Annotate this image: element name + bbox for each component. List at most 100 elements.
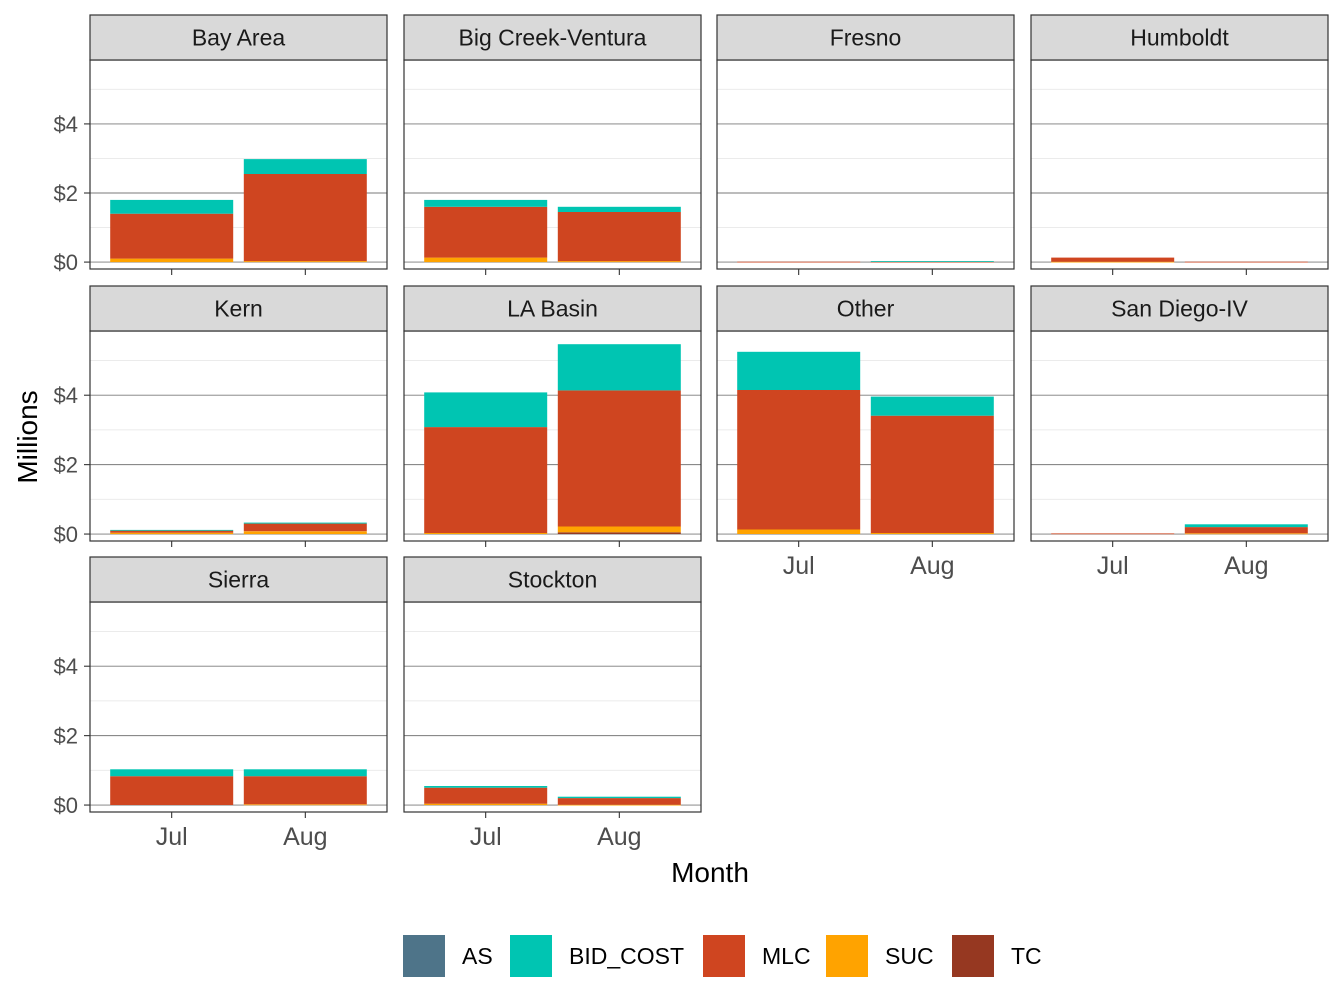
panel-other-bar-jul-mlc [737, 390, 861, 530]
panel-fresno-strip [716, 14, 1015, 61]
panel-stockton-bar-aug-mlc [557, 798, 681, 805]
panel-stockton-bar-aug-suc [557, 804, 681, 806]
panel-big-creek-ventura-strip-label: Big Creek-Ventura [459, 25, 647, 51]
panel-other: Other Jul Aug [716, 285, 1015, 580]
legend-key-mlc [703, 935, 745, 977]
panel-sierra-bar-aug-mlc [243, 776, 367, 805]
panel-la-basin-strip-label: LA Basin [507, 296, 598, 322]
legend-label-bid-cost: BID_COST [569, 943, 684, 969]
panel-other-bar-jul-bid-cost [737, 351, 861, 390]
panel-san-diego-iv-bar-aug-mlc [1184, 527, 1308, 534]
panel-humboldt-background [1031, 60, 1328, 269]
panel-kern-bar-aug-bid-cost [243, 522, 367, 524]
panel-stockton-bar-jul-suc [424, 803, 548, 806]
panel-la-basin-bar-jul-mlc [424, 427, 548, 533]
panel-la-basin-strip [403, 285, 702, 332]
panel-stockton-background [404, 602, 701, 812]
panel-san-diego-iv-x-tick-label: Jul [1097, 552, 1129, 580]
panel-la-basin-bar-aug-mlc [557, 390, 681, 527]
panel-sierra-strip [89, 556, 388, 603]
panel-sierra-x-tick-label: Aug [283, 823, 327, 851]
legend-label-mlc: MLC [762, 943, 811, 969]
panel-big-creek-ventura-strip [403, 14, 702, 61]
legend-key-bid-cost [510, 935, 552, 977]
panel-kern-strip-label: Kern [214, 296, 263, 322]
panel-kern-y-tick-label: $4 [54, 383, 78, 408]
panel-kern-bar-aug-suc [243, 531, 367, 535]
legend-key-suc [826, 935, 868, 977]
panel-big-creek-ventura-bar-jul-bid-cost [424, 199, 548, 207]
panel-bay-area-bar-aug-suc [243, 261, 367, 263]
panel-kern-bar-jul-suc [110, 532, 234, 535]
panel-san-diego-iv-x-tick-label: Aug [1224, 552, 1268, 580]
y-axis-title: Millions [12, 390, 43, 483]
panel-sierra-x-tick-label: Jul [156, 823, 188, 851]
panel-bay-area-strip-label: Bay Area [192, 25, 286, 51]
legend-key-as [403, 935, 445, 977]
panel-sierra-bar-aug-suc [243, 804, 367, 806]
panel-humboldt-bar-jul-suc [1051, 261, 1175, 263]
legend-label-as: AS [462, 943, 493, 969]
panel-sierra-bar-jul-mlc [110, 776, 234, 805]
legend-key-tc [952, 935, 994, 977]
panel-la-basin-bar-aug-suc [557, 526, 681, 533]
panel-bay-area-bar-aug-bid-cost [243, 159, 367, 174]
panel-fresno-strip-label: Fresno [830, 25, 902, 51]
panel-bay-area-strip [89, 14, 388, 61]
panel-san-diego-iv-bar-jul-mlc [1051, 533, 1175, 535]
panel-fresno-bar-aug-mlc [870, 261, 994, 263]
panel-big-creek-ventura-bar-aug-bid-cost [557, 206, 681, 212]
panel-kern-strip [89, 285, 388, 332]
panel-kern-bar-jul-bid-cost [110, 529, 234, 531]
panel-humboldt: Humboldt [1030, 14, 1329, 275]
panel-stockton-x-tick-label: Aug [597, 823, 641, 851]
panel-kern: Kern $0 $2 $4 [54, 285, 388, 547]
panel-la-basin: LA Basin [403, 285, 702, 547]
x-axis-title: Month [671, 857, 749, 888]
panel-big-creek-ventura: Big Creek-Ventura [403, 14, 702, 275]
panel-big-creek-ventura-bar-aug-suc [557, 261, 681, 263]
panel-kern-background [90, 331, 387, 541]
panel-other-bar-jul-suc [737, 529, 861, 534]
panel-big-creek-ventura-bar-aug-mlc [557, 212, 681, 262]
panel-other-x-tick-label: Aug [910, 552, 954, 580]
panel-stockton-strip-label: Stockton [508, 567, 598, 593]
panel-bay-area: Bay Area $0 $2 $4 [54, 14, 388, 275]
panel-kern-y-tick-label: $2 [54, 453, 78, 478]
panel-san-diego-iv-strip [1030, 285, 1329, 332]
legend-label-suc: SUC [885, 943, 934, 969]
panel-stockton-x-tick-label: Jul [470, 823, 502, 851]
panel-sierra-bar-jul-bid-cost [110, 769, 234, 777]
panel-stockton-strip [403, 556, 702, 603]
panel-la-basin-bar-aug-bid-cost [557, 344, 681, 391]
panel-bay-area-y-tick-label: $4 [54, 112, 78, 137]
panel-fresno-bar-aug-bid-cost [870, 261, 994, 262]
panel-bay-area-bar-aug-mlc [243, 174, 367, 262]
panel-la-basin-bar-aug-tc [557, 532, 681, 534]
panel-san-diego-iv-bar-aug-suc [1184, 533, 1308, 535]
panel-bay-area-bar-jul-mlc [110, 213, 234, 259]
legend-label-tc: TC [1011, 943, 1042, 969]
panel-stockton-bar-jul-bid-cost [424, 786, 548, 788]
panel-sierra-strip-label: Sierra [208, 567, 270, 593]
panel-humboldt-strip-label: Humboldt [1130, 25, 1229, 51]
panel-san-diego-iv-background [1031, 331, 1328, 541]
panel-kern-bar-aug-mlc [243, 523, 367, 532]
panel-sierra-y-tick-label: $0 [54, 793, 78, 818]
panel-humboldt-bar-aug-mlc [1184, 261, 1308, 263]
panel-kern-bar-jul-mlc [110, 530, 234, 533]
panel-fresno-bar-jul-mlc [737, 261, 861, 263]
panel-fresno: Fresno [716, 14, 1015, 275]
panel-humboldt-bar-jul-mlc [1051, 257, 1175, 262]
panel-other-x-tick-label: Jul [783, 552, 815, 580]
panel-big-creek-ventura-bar-jul-suc [424, 257, 548, 263]
panel-bay-area-bar-jul-suc [110, 258, 234, 263]
panel-bay-area-bar-jul-bid-cost [110, 199, 234, 214]
panel-sierra-bar-aug-bid-cost [243, 769, 367, 777]
panel-bay-area-y-tick-label: $0 [54, 250, 78, 275]
panel-humboldt-strip [1030, 14, 1329, 61]
panel-other-strip [716, 285, 1015, 332]
panel-other-bar-aug-suc [870, 533, 994, 534]
